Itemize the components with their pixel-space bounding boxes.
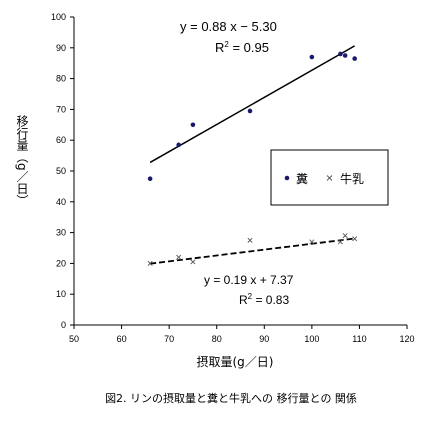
y-tick-label: 90 (56, 43, 66, 53)
r-squared-letter: R (215, 40, 224, 55)
y-tick-label: 10 (56, 289, 66, 299)
axis-ticks: 50 60 70 80 90 100 110 120 0 10 20 30 40 50 60 70 80 90 10… (51, 12, 415, 344)
trendline-feces (149, 45, 356, 164)
x-tick-label: 60 (117, 334, 127, 344)
figure-caption: 図2. リンの摂取量と糞と牛乳への 移行量との 関係 (105, 391, 357, 405)
x-tick-label: 80 (212, 334, 222, 344)
y-tick-label: 80 (56, 74, 66, 84)
data-point-milk (147, 260, 153, 266)
data-point-milk (247, 237, 253, 243)
y-tick-label: 40 (56, 197, 66, 207)
equation-milk: y = 0.19 x + 7.37 R2 = 0.83 (204, 273, 294, 307)
legend-label-milk: 牛乳 (340, 171, 364, 186)
data-point-feces (176, 142, 181, 148)
svg-text:R2 = 0.83: R2 = 0.83 (239, 292, 289, 307)
data-point-milk (176, 254, 182, 260)
y-axis-title: 移行量（g／日） (15, 115, 29, 207)
r-squared-value: = 0.83 (252, 293, 289, 307)
legend-label-feces: 糞 (296, 171, 308, 186)
data-point-feces (147, 176, 153, 181)
x-tick-label: 120 (399, 334, 414, 344)
data-point-milk (342, 233, 348, 239)
data-point-feces (342, 53, 348, 58)
x-tick-label: 100 (304, 334, 319, 344)
equation-feces: y = 0.88 x − 5.30 R2 = 0.95 (180, 19, 277, 55)
data-point-milk (352, 236, 358, 242)
r-squared-value: = 0.95 (229, 40, 269, 55)
svg-text:R2 = 0.95: R2 = 0.95 (215, 40, 269, 55)
data-points (147, 51, 358, 266)
data-point-feces (247, 108, 253, 114)
x-axis-title: 摂取量(g／日) (197, 354, 274, 369)
svg-text:y = 0.19 x + 7.37: y = 0.19 x + 7.37 (204, 273, 294, 287)
trendline-milk (150, 237, 355, 265)
x-tick-label: 90 (259, 334, 269, 344)
data-point-feces (352, 56, 357, 61)
y-tick-label: 70 (56, 104, 66, 114)
data-point-feces (190, 122, 196, 128)
y-tick-label: 30 (56, 228, 66, 238)
x-tick-label: 50 (69, 334, 79, 344)
data-point-feces (309, 54, 315, 60)
trendlines (149, 45, 356, 265)
data-point-milk (309, 239, 315, 245)
legend-marker-feces (284, 175, 290, 181)
y-tick-label: 20 (56, 258, 66, 268)
data-point-feces (338, 51, 343, 57)
y-tick-label: 60 (56, 135, 66, 145)
x-tick-label: 70 (164, 334, 174, 344)
svg-text:y = 0.88 x − 5.30: y = 0.88 x − 5.30 (180, 19, 277, 34)
data-point-milk (190, 259, 196, 265)
legend-marker-milk (326, 175, 333, 181)
y-tick-label: 50 (56, 166, 66, 176)
y-tick-label: 0 (61, 320, 66, 330)
legend: 糞 牛乳 (270, 149, 389, 206)
r-squared-letter: R (239, 293, 248, 307)
x-tick-label: 110 (352, 334, 366, 344)
y-tick-label: 100 (51, 12, 66, 22)
data-point-milk (337, 239, 343, 245)
